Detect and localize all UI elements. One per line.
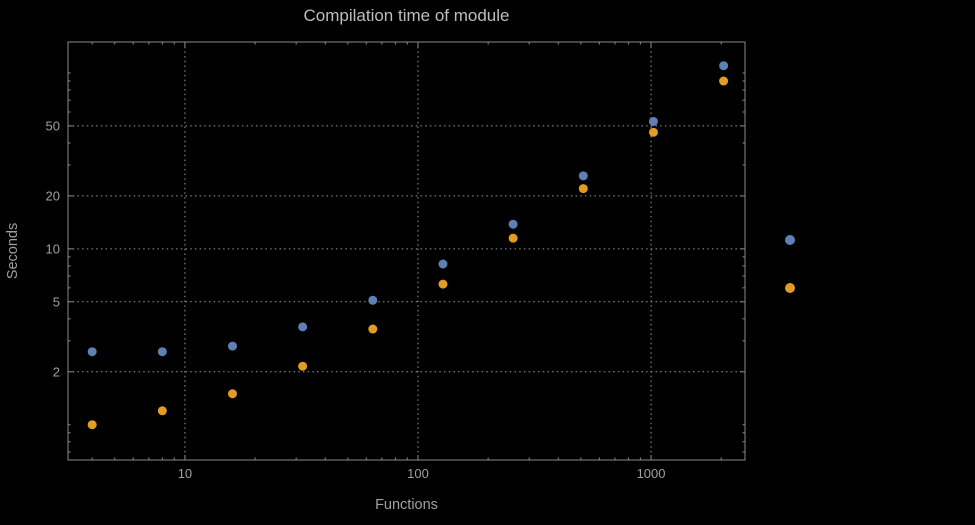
data-point-orange xyxy=(648,127,658,137)
x-tick-label: 1000 xyxy=(637,466,666,481)
data-point-orange xyxy=(298,361,308,371)
data-point-orange xyxy=(508,233,518,243)
data-point-blue xyxy=(508,219,518,229)
data-point-orange xyxy=(87,420,97,430)
data-point-blue xyxy=(719,61,729,71)
y-tick-label: 50 xyxy=(46,118,60,133)
data-point-orange xyxy=(438,279,448,289)
data-point-blue xyxy=(227,341,237,351)
chart-title: Compilation time of module xyxy=(303,6,510,25)
y-tick-label: 20 xyxy=(46,188,60,203)
x-tick-label: 100 xyxy=(407,466,429,481)
plot-frame xyxy=(67,41,746,461)
legend-marker xyxy=(785,283,795,293)
legend-marker xyxy=(785,235,795,245)
data-point-blue xyxy=(578,171,588,181)
y-tick-label: 10 xyxy=(46,241,60,256)
data-point-blue xyxy=(87,347,97,357)
x-tick-label: 10 xyxy=(178,466,192,481)
data-point-blue xyxy=(648,116,658,126)
data-point-orange xyxy=(227,389,237,399)
data-point-blue xyxy=(157,347,167,357)
data-point-blue xyxy=(368,295,378,305)
data-point-blue xyxy=(438,259,448,269)
data-point-orange xyxy=(157,406,167,416)
data-point-orange xyxy=(719,76,729,86)
x-axis-label: Functions xyxy=(375,497,438,513)
y-tick-label: 5 xyxy=(53,294,60,309)
data-point-orange xyxy=(578,184,588,194)
data-point-orange xyxy=(368,324,378,334)
y-tick-label: 2 xyxy=(53,364,60,379)
data-point-blue xyxy=(298,322,308,332)
